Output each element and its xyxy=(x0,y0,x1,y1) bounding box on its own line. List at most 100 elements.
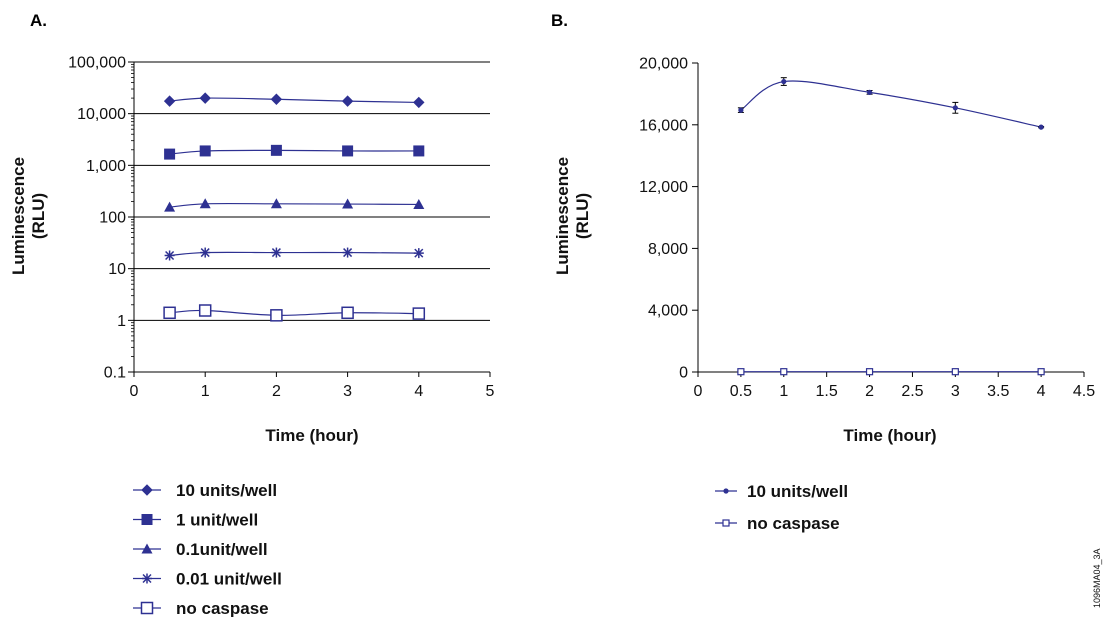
data-point xyxy=(413,96,425,109)
data-point xyxy=(164,148,176,160)
x-tick-label: 1 xyxy=(779,383,788,400)
data-point xyxy=(199,145,211,157)
legend-marker xyxy=(140,601,154,615)
data-point xyxy=(780,368,788,376)
legend-label: 10 units/well xyxy=(176,481,277,500)
data-point xyxy=(163,95,176,107)
x-tick-label: 4 xyxy=(414,383,423,400)
y-tick-label: 10 xyxy=(108,261,126,278)
x-tick-label: 3 xyxy=(951,383,960,400)
x-tick-label: 0.5 xyxy=(730,383,752,400)
data-point xyxy=(271,247,282,258)
x-tick-label: 1.5 xyxy=(816,383,838,400)
panel-a-plot: 0.1 1 10 100 1,000 10,000 100,000 0 1 2 3 4 5 xyxy=(68,55,494,401)
data-point xyxy=(341,95,354,107)
y-tick-label: 16,000 xyxy=(639,117,688,134)
panel-a-y-axis-title-line2: (RLU) xyxy=(29,193,48,239)
x-tick-label: 3 xyxy=(343,383,352,400)
legend-label: 10 units/well xyxy=(747,482,848,501)
data-point xyxy=(270,144,282,156)
panel-b-label: B. xyxy=(551,11,568,30)
data-point xyxy=(342,247,353,258)
x-tick-label: 4 xyxy=(1037,383,1046,400)
panel-b-plot: 0 4,000 8,000 12,000 16,000 20,000 0 0.5 1 1.5 2 2.… xyxy=(639,56,1095,401)
data-point xyxy=(738,107,744,113)
series-1 xyxy=(737,368,1045,376)
x-tick-label: 0 xyxy=(130,383,139,400)
x-tick-label: 1 xyxy=(201,383,210,400)
panel-a-legend: 10 units/well 1 unit/well 0.1unit/well 0.01… xyxy=(133,481,282,617)
series-2 xyxy=(164,198,425,212)
y-tick-label: 10,000 xyxy=(77,106,126,123)
data-point xyxy=(412,307,426,320)
data-point xyxy=(1037,368,1045,376)
x-tick-label: 2 xyxy=(272,383,281,400)
data-point xyxy=(413,145,425,157)
data-point xyxy=(270,309,283,322)
panel-a: A. 0.1 1 10 100 1,000 10,000 100,000 0 1 2 3 4 5 Tim… xyxy=(9,11,495,617)
data-point xyxy=(270,198,282,209)
legend-label: no caspase xyxy=(747,514,840,533)
panel-b: B. 0 4,000 8,000 12,000 16,000 20,000 0 0.5 1 1.5… xyxy=(551,11,1095,533)
panel-b-legend: 10 units/well no caspase xyxy=(715,482,848,533)
legend-item: 0.1unit/well xyxy=(133,540,268,559)
x-tick-label: 5 xyxy=(486,383,495,400)
panel-b-x-axis-title: Time (hour) xyxy=(843,426,936,445)
legend-label: 0.1unit/well xyxy=(176,540,268,559)
series-0 xyxy=(737,77,1045,130)
legend-marker xyxy=(141,514,153,525)
data-point xyxy=(952,105,958,111)
legend-marker xyxy=(723,488,729,494)
y-tick-label: 0 xyxy=(679,365,688,382)
series-4 xyxy=(163,304,426,322)
panel-a-label: A. xyxy=(30,11,47,30)
data-point xyxy=(951,368,959,376)
y-tick-label: 1,000 xyxy=(86,158,126,175)
legend-item: 0.01 unit/well xyxy=(133,570,282,589)
x-tick-label: 0 xyxy=(694,383,703,400)
series-3 xyxy=(164,247,424,261)
legend-marker xyxy=(142,573,152,584)
data-point xyxy=(199,198,211,209)
data-point xyxy=(781,78,787,85)
data-point xyxy=(164,201,176,212)
panel-a-y-axis-title-line1: Luminescence xyxy=(9,157,28,275)
y-tick-label: 1 xyxy=(117,313,126,330)
legend-item: 10 units/well xyxy=(715,482,848,501)
series-1 xyxy=(164,144,425,160)
panel-a-x-axis-title: Time (hour) xyxy=(265,426,358,445)
legend-label: 1 unit/well xyxy=(176,511,258,530)
data-point xyxy=(413,198,425,209)
x-tick-label: 4.5 xyxy=(1073,383,1095,400)
data-point xyxy=(342,145,354,157)
legend-item: no caspase xyxy=(715,514,840,533)
y-tick-label: 20,000 xyxy=(639,56,688,73)
y-tick-label: 0.1 xyxy=(104,365,126,382)
data-point xyxy=(164,250,175,261)
panel-b-y-axis-title-line2: (RLU) xyxy=(573,193,592,239)
data-point xyxy=(737,368,745,376)
y-tick-label: 12,000 xyxy=(639,179,688,196)
y-tick-label: 100,000 xyxy=(68,55,126,72)
x-tick-label: 2 xyxy=(865,383,874,400)
data-point xyxy=(270,93,283,105)
legend-marker xyxy=(141,484,153,496)
legend-marker xyxy=(141,543,153,554)
data-point xyxy=(341,306,354,320)
data-point xyxy=(413,248,424,259)
legend-label: no caspase xyxy=(176,599,269,617)
data-point xyxy=(865,368,874,376)
legend-item: 1 unit/well xyxy=(133,511,258,530)
y-tick-label: 8,000 xyxy=(648,241,688,258)
legend-item: 10 units/well xyxy=(133,481,277,500)
data-point xyxy=(199,92,211,104)
series-line xyxy=(740,80,1042,128)
y-tick-label: 4,000 xyxy=(648,303,688,320)
data-point xyxy=(198,304,212,317)
legend-label: 0.01 unit/well xyxy=(176,570,282,589)
legend-item: no caspase xyxy=(133,599,269,617)
data-point xyxy=(342,198,354,209)
series-0 xyxy=(163,92,425,109)
x-tick-label: 3.5 xyxy=(987,383,1009,400)
